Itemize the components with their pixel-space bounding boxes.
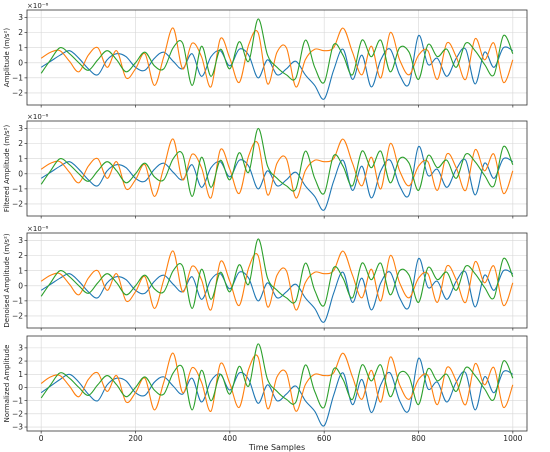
- series-line-2: [40, 352, 514, 412]
- subplot-4: −3 −2 −1 0 1 2 3 0 200 400 600 800 1000 Normalized Am…: [3, 335, 528, 452]
- y-axis-label: Filtered Amplitude (m/s²): [3, 125, 11, 213]
- subplot-3: −2 −1 0 1 2 3 ×10⁻⁶ Denoised Amplitude (m/s²): [3, 225, 528, 331]
- series-line-3: [40, 18, 514, 86]
- axes-frame: [26, 9, 528, 106]
- series-line-3: [40, 127, 514, 197]
- y-tick-label: 2: [18, 251, 23, 260]
- y-tick-label: −1: [12, 396, 23, 405]
- y-tick-label: −2: [12, 312, 23, 321]
- axis-multiplier: ×10⁻⁶: [27, 2, 48, 10]
- series-line-1: [40, 35, 514, 100]
- subplot-1: −2 −1 0 1 2 3 ×10⁻⁶ Amplitude (m/s²): [3, 2, 528, 108]
- x-tick-label: 800: [411, 434, 426, 443]
- y-tick-label: 3: [18, 124, 23, 133]
- y-tick-label: 0: [18, 169, 23, 178]
- axis-multiplier: ×10⁻⁶: [27, 113, 48, 121]
- y-tick-label: 2: [18, 139, 23, 148]
- x-tick-label: 400: [223, 434, 238, 443]
- y-tick-label: −2: [12, 409, 23, 418]
- series-line-1: [40, 146, 514, 211]
- y-axis-label: Amplitude (m/s²): [3, 28, 11, 87]
- y-tick-label: 0: [18, 383, 23, 392]
- y-tick-label: 3: [18, 236, 23, 245]
- series-line-3: [40, 238, 514, 309]
- series-line-3: [40, 343, 514, 411]
- y-tick-label: 2: [18, 357, 23, 366]
- axis-multiplier: ×10⁻⁶: [27, 225, 48, 233]
- y-tick-label: −1: [12, 73, 23, 82]
- y-tick-label: −1: [12, 184, 23, 193]
- subplot-2: −2 −1 0 1 2 3 ×10⁻⁶ Filtered Amplitude (m/s²): [3, 113, 528, 219]
- y-axis-label: Denoised Amplitude (m/s²): [3, 233, 11, 327]
- y-tick-label: 3: [18, 343, 23, 352]
- y-tick-label: −2: [12, 89, 23, 98]
- x-tick-label: 600: [317, 434, 332, 443]
- axes-frame: [26, 335, 528, 432]
- y-tick-label: 1: [18, 370, 23, 379]
- series-line-1: [40, 357, 514, 427]
- y-tick-label: 1: [18, 154, 23, 163]
- y-tick-label: 1: [18, 43, 23, 52]
- y-tick-label: 2: [18, 28, 23, 37]
- series-line-1: [40, 258, 514, 323]
- y-tick-label: −1: [12, 296, 23, 305]
- y-tick-label: −3: [12, 423, 23, 432]
- axes-frame: [26, 232, 528, 329]
- y-tick-label: −2: [12, 200, 23, 209]
- x-tick-label: 1000: [503, 434, 522, 443]
- y-tick-label: 1: [18, 266, 23, 275]
- y-tick-label: 3: [18, 13, 23, 22]
- y-tick-label: 0: [18, 281, 23, 290]
- y-axis-label: Normalized Amplitude: [3, 345, 11, 423]
- x-axis-label: Time Samples: [248, 443, 305, 452]
- series-line-2: [40, 27, 514, 88]
- series-line-2: [40, 138, 514, 199]
- series-line-2: [40, 250, 514, 311]
- axes-frame: [26, 120, 528, 217]
- y-tick-label: 0: [18, 58, 23, 67]
- x-tick-label: 0: [39, 434, 44, 443]
- x-tick-label: 200: [128, 434, 143, 443]
